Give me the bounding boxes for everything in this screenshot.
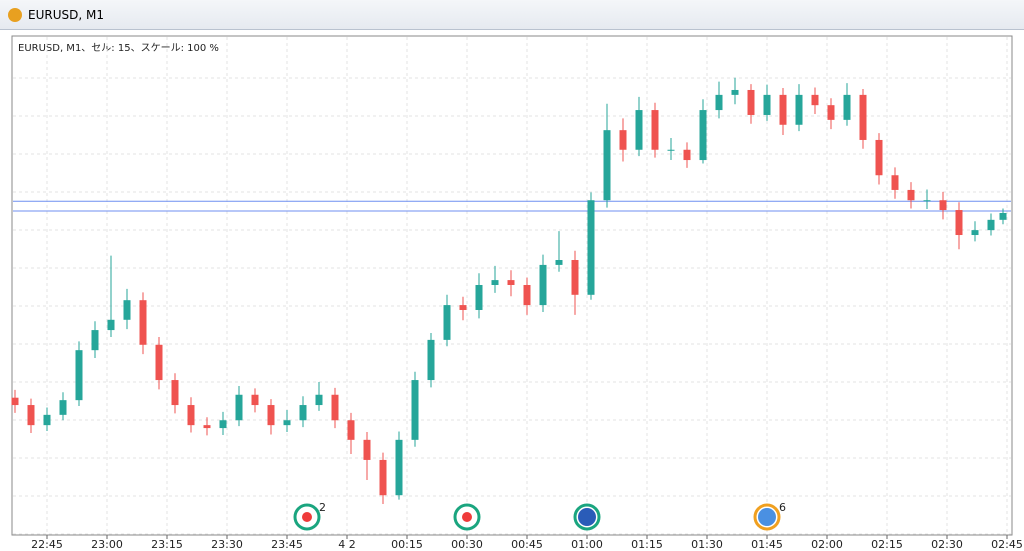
candle-body <box>283 420 291 426</box>
candle-body <box>459 305 467 310</box>
chart-label: EURUSD, M1、セル: 15、スケール: 100 % <box>18 42 219 54</box>
candle-body <box>999 212 1007 220</box>
event-dot <box>302 512 312 522</box>
x-tick-label: 01:45 <box>751 538 783 551</box>
candle-body <box>315 394 323 406</box>
candle-body <box>539 264 547 306</box>
x-tick-label: 22:45 <box>31 538 63 551</box>
candle-body <box>363 439 371 460</box>
candle-body <box>987 219 995 231</box>
x-tick-label: 01:30 <box>691 538 723 551</box>
candle-body <box>699 110 707 161</box>
x-tick-label: 01:00 <box>571 538 603 551</box>
window-title-bar: EURUSD, M1 <box>0 0 1024 30</box>
candle-body <box>923 200 931 202</box>
candle-body <box>763 94 771 115</box>
window-title: EURUSD, M1 <box>28 8 104 22</box>
candle-body <box>811 94 819 106</box>
x-tick-label: 23:30 <box>211 538 243 551</box>
event-count: 6 <box>779 501 786 514</box>
candle-body <box>411 380 419 440</box>
candle-body <box>267 405 275 426</box>
x-tick-label: 02:00 <box>811 538 843 551</box>
event-dot <box>578 508 596 526</box>
candle-body <box>603 130 611 201</box>
x-tick-label: 02:15 <box>871 538 903 551</box>
candle-body <box>779 94 787 125</box>
candle-body <box>347 420 355 440</box>
x-tick-label: 00:30 <box>451 538 483 551</box>
candle-body <box>107 319 115 331</box>
candle-body <box>651 110 659 150</box>
chart: EURUSD, M1、セル: 15、スケール: 100 % 22:45 23:00… <box>11 35 1023 551</box>
candle-body <box>507 280 515 285</box>
candle-body <box>251 394 259 406</box>
candle-body <box>891 175 899 190</box>
x-tick-label: 23:00 <box>91 538 123 551</box>
candle-body <box>91 330 99 351</box>
candle-body <box>171 380 179 406</box>
candle-body <box>667 149 675 151</box>
candle-body <box>683 149 691 161</box>
x-tick-label: 02:45 <box>991 538 1023 551</box>
x-tick-label: 00:15 <box>391 538 423 551</box>
candle-body <box>299 405 307 421</box>
candle-body <box>523 285 531 306</box>
candle-body <box>139 300 147 345</box>
candle-body <box>571 260 579 295</box>
event-count: 2 <box>319 501 326 514</box>
event-dot <box>462 512 472 522</box>
candle-body <box>11 397 19 406</box>
candle-body <box>43 414 51 426</box>
candle-body <box>475 285 483 310</box>
candle-body <box>635 110 643 150</box>
candle-body <box>587 200 595 295</box>
x-tick-label: 01:15 <box>631 538 663 551</box>
candle-body <box>555 260 563 265</box>
candle-body <box>59 400 67 415</box>
x-tick-label: 00:45 <box>511 538 543 551</box>
candle-body <box>939 200 947 211</box>
candle-body <box>379 459 387 496</box>
candle-body <box>875 139 883 176</box>
candle-body <box>203 425 211 429</box>
candle-body <box>395 439 403 496</box>
candle-body <box>219 420 227 429</box>
candle-body <box>731 89 739 95</box>
candle-body <box>123 300 131 320</box>
x-tick-label: 4 2 <box>338 538 356 551</box>
x-tick-label: 23:15 <box>151 538 183 551</box>
candle-body <box>27 405 35 426</box>
candle-body <box>843 94 851 120</box>
candle-body <box>155 344 163 381</box>
candle-body <box>955 210 963 236</box>
candle-body <box>443 305 451 340</box>
candle-body <box>971 230 979 236</box>
event-dot <box>758 508 776 526</box>
candle-body <box>747 89 755 115</box>
x-tick-label: 02:30 <box>931 538 963 551</box>
candle-body <box>619 130 627 150</box>
candle-body <box>75 350 83 401</box>
candle-body <box>859 94 867 140</box>
candle-body <box>715 94 723 111</box>
candle-body <box>187 405 195 426</box>
window-icon <box>8 8 22 22</box>
candle-body <box>827 105 835 120</box>
candle-body <box>491 280 499 285</box>
x-tick-label: 23:45 <box>271 538 303 551</box>
candle-body <box>235 394 243 421</box>
candle-body <box>331 394 339 421</box>
candle-body <box>427 339 435 381</box>
candle-body <box>907 189 915 201</box>
candle-body <box>795 94 803 125</box>
